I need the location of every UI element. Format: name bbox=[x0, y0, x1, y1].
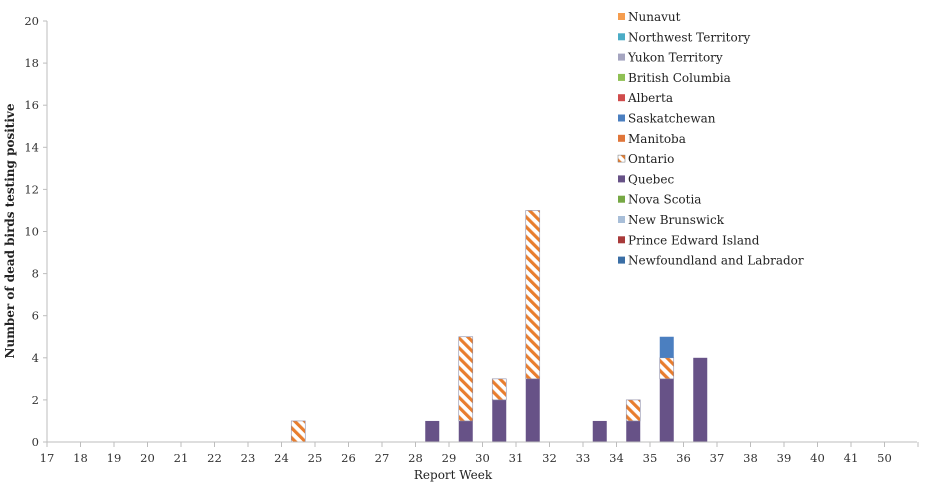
x-tick-label: 22 bbox=[207, 451, 222, 465]
x-tick-label: 28 bbox=[408, 451, 423, 465]
x-tick-label: 39 bbox=[777, 451, 792, 465]
bars-layer bbox=[290, 210, 708, 443]
legend-label-alberta: Alberta bbox=[627, 91, 673, 105]
legend-swatch-alberta bbox=[618, 94, 625, 102]
legend-swatch-quebec bbox=[618, 175, 625, 183]
legend-label-nova-scotia: Nova Scotia bbox=[628, 193, 701, 207]
x-tick-label: 31 bbox=[509, 451, 524, 465]
bar-quebec-week-29 bbox=[458, 420, 473, 442]
bar-quebec-week-35 bbox=[659, 378, 674, 442]
bar-saskatchewan-week-35 bbox=[659, 336, 674, 358]
legend-label-northwest-territory: Northwest Territory bbox=[628, 30, 750, 44]
x-tick-label: 25 bbox=[308, 451, 323, 465]
legend-swatch-nova-scotia bbox=[618, 195, 625, 203]
legend-swatch-saskatchewan bbox=[618, 114, 625, 122]
legend-swatch-prince-edward-island bbox=[618, 236, 625, 244]
y-tick-label: 10 bbox=[24, 225, 39, 239]
legend-label-manitoba: Manitoba bbox=[628, 132, 686, 146]
bar-quebec-week-28 bbox=[425, 420, 440, 442]
legend-label-nunavut: Nunavut bbox=[628, 10, 681, 24]
x-tick-label: 41 bbox=[844, 451, 859, 465]
legend-label-newfoundland-and-labrador: Newfoundland and Labrador bbox=[628, 254, 804, 268]
x-tick-label: 32 bbox=[542, 451, 557, 465]
y-axis-title: Number of dead birds testing positive bbox=[3, 103, 17, 358]
x-tick-label: 36 bbox=[676, 451, 691, 465]
legend-swatch-northwest-territory bbox=[618, 33, 625, 41]
bar-quebec-week-34 bbox=[626, 420, 641, 442]
y-tick-label: 6 bbox=[32, 309, 39, 323]
axes-layer bbox=[46, 21, 917, 443]
legend-label-yukon-territory: Yukon Territory bbox=[627, 51, 723, 65]
bar-ontario-week-30 bbox=[491, 378, 507, 401]
legend-swatch-new-brunswick bbox=[618, 216, 625, 223]
x-tick-label: 35 bbox=[643, 451, 658, 465]
x-tick-label: 20 bbox=[140, 451, 155, 465]
y-tick-label: 16 bbox=[24, 98, 39, 112]
y-tick-labels: 0 2 4 6 8 10 12 14 16 18 20 bbox=[24, 14, 47, 449]
x-tick-label: 26 bbox=[341, 451, 356, 465]
x-tick-label: 37 bbox=[710, 451, 725, 465]
bar-ontario-week-29 bbox=[458, 336, 474, 422]
legend-swatch-british-columbia bbox=[618, 73, 625, 81]
x-tick-label: 30 bbox=[475, 451, 490, 465]
y-tick-label: 20 bbox=[24, 14, 39, 28]
x-tick-label: 40 bbox=[810, 451, 825, 465]
x-tick-labels: 17 18 19 20 21 22 23 24 25 26 27 28 29 30 31 32 33 34 35 36… bbox=[40, 442, 919, 465]
x-tick-label: 24 bbox=[274, 451, 289, 465]
y-tick-label: 18 bbox=[24, 56, 39, 70]
legend-swatch-nunavut bbox=[618, 13, 625, 20]
legend-label-saskatchewan: Saskatchewan bbox=[628, 112, 716, 126]
y-tick-label: 0 bbox=[32, 435, 39, 449]
x-tick-label: 19 bbox=[107, 451, 122, 465]
legend-swatch-yukon-territory bbox=[618, 53, 625, 61]
x-tick-label: 27 bbox=[375, 451, 390, 465]
x-tick-label: 50 bbox=[877, 451, 892, 465]
legend-swatch-newfoundland-and-labrador bbox=[618, 256, 625, 264]
x-tick-label: 21 bbox=[174, 451, 189, 465]
y-tick-label: 12 bbox=[24, 182, 39, 196]
bar-ontario-week-35 bbox=[659, 357, 675, 380]
legend-swatch-manitoba bbox=[618, 134, 625, 142]
legend-label-quebec: Quebec bbox=[628, 172, 674, 186]
bar-ontario-week-24 bbox=[290, 420, 306, 443]
x-axis-title: Report Week bbox=[414, 468, 493, 482]
legend-label-new-brunswick: New Brunswick bbox=[628, 213, 725, 227]
bar-quebec-week-33 bbox=[592, 420, 607, 442]
y-tick-label: 14 bbox=[24, 140, 39, 154]
x-tick-label: 18 bbox=[73, 451, 88, 465]
bar-ontario-week-34 bbox=[625, 399, 641, 422]
legend-label-ontario: Ontario bbox=[628, 152, 674, 166]
y-tick-label: 8 bbox=[32, 267, 39, 281]
x-tick-label: 38 bbox=[743, 451, 758, 465]
x-tick-label: 23 bbox=[241, 451, 256, 465]
legend-swatch-ontario bbox=[617, 154, 626, 163]
bar-quebec-week-36 bbox=[693, 357, 708, 442]
x-tick-label: 33 bbox=[576, 451, 591, 465]
y-tick-label: 4 bbox=[32, 351, 39, 365]
legend: Nunavut Northwest Territory Yukon Territor… bbox=[617, 10, 804, 268]
x-tick-label: 34 bbox=[609, 451, 624, 465]
x-tick-label: 17 bbox=[40, 451, 55, 465]
bar-ontario-week-31 bbox=[525, 210, 541, 380]
legend-label-british-columbia: British Columbia bbox=[628, 71, 731, 85]
bar-quebec-week-31 bbox=[525, 378, 540, 442]
bar-quebec-week-30 bbox=[492, 399, 507, 442]
y-tick-label: 2 bbox=[32, 393, 39, 407]
x-tick-label: 29 bbox=[442, 451, 457, 465]
legend-label-prince-edward-island: Prince Edward Island bbox=[628, 233, 760, 247]
